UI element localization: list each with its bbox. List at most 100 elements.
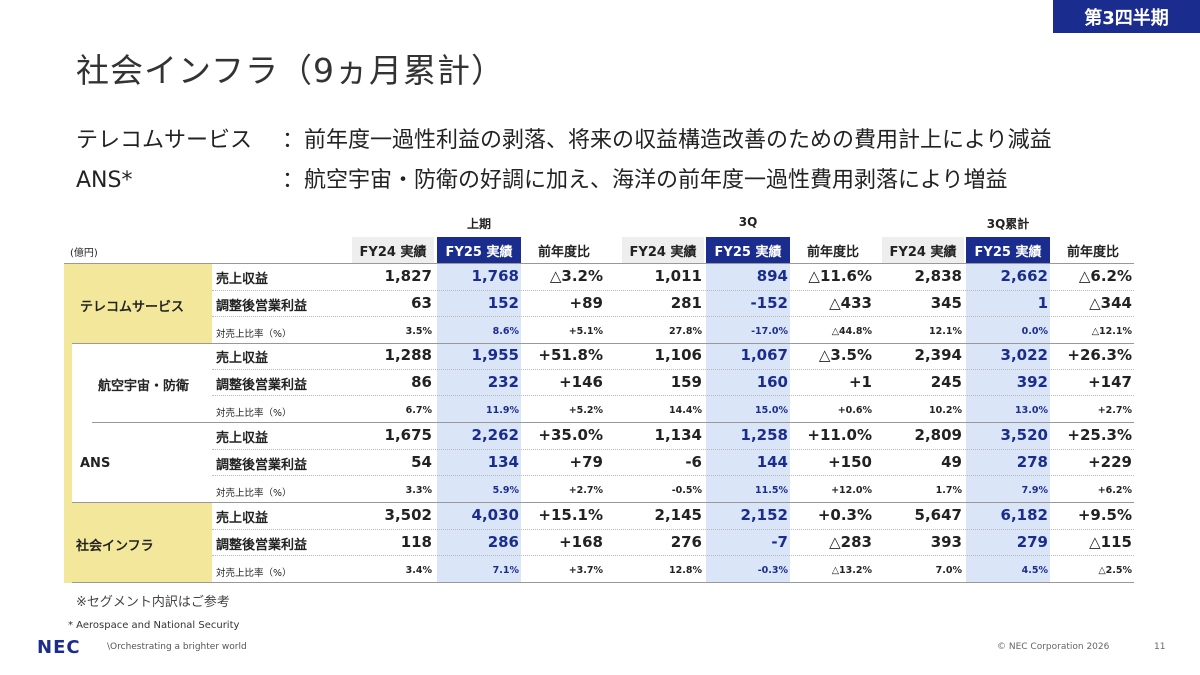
description-text: ：航空宇宙・防衛の好調に加え、海洋の前年度一過性費用剥落により増益 <box>282 168 1008 193</box>
group-header: 上期 <box>466 217 491 231</box>
table-cell: +89 <box>569 293 603 312</box>
table-cell: 27.8% <box>669 326 702 337</box>
segment-divider <box>72 502 1134 503</box>
row-label: 対売上比率（%） <box>216 488 292 499</box>
table-cell: 1,827 <box>384 267 432 285</box>
table-cell: 2,394 <box>914 346 962 364</box>
group-header: 3Q <box>738 215 758 229</box>
row-label: 売上収益 <box>216 431 269 446</box>
row-label: 対売上比率（%） <box>216 568 292 579</box>
table-cell: 3.5% <box>405 326 432 337</box>
table-cell: +150 <box>828 452 872 471</box>
segment-name: テレコムサービス <box>80 300 185 315</box>
row-label: 調整後営業利益 <box>216 537 308 553</box>
table-cell: +5.1% <box>568 326 603 337</box>
table-cell: 6.7% <box>405 405 432 416</box>
table-cell: △11.6% <box>808 267 872 285</box>
table-cell: +2.7% <box>1097 405 1132 416</box>
table-cell: 1,258 <box>740 426 788 444</box>
table-cell: 4,030 <box>471 506 519 524</box>
column-header: FY25 実績 <box>706 237 790 263</box>
table-cell: 3.4% <box>405 565 432 576</box>
row-label: 対売上比率（%） <box>216 329 292 340</box>
table-cell: 63 <box>411 293 432 312</box>
table-cell: -152 <box>750 293 788 312</box>
table-cell: +168 <box>559 532 603 551</box>
row-label: 調整後営業利益 <box>216 377 308 393</box>
row-divider <box>212 475 1134 476</box>
table-cell: 276 <box>670 532 702 551</box>
table-cell: 5,647 <box>914 506 962 524</box>
table-cell: 2,838 <box>914 267 962 285</box>
description-ans: ANS* ：航空宇宙・防衛の好調に加え、海洋の前年度一過性費用剥落により増益 <box>76 162 1008 194</box>
table-cell: 2,262 <box>471 426 519 444</box>
table-cell: 1,768 <box>471 267 519 285</box>
page-title: 社会インフラ（9ヵ月累計） <box>76 51 506 90</box>
table-cell: +146 <box>559 372 603 391</box>
quarter-badge: 第3四半期 <box>1053 0 1200 33</box>
row-divider <box>212 395 1134 396</box>
table-cell: △283 <box>829 532 872 551</box>
row-label: 対売上比率（%） <box>216 408 292 419</box>
segment-divider <box>72 343 1134 344</box>
table-cell: 1,011 <box>654 267 702 285</box>
row-label: 売上収益 <box>216 272 269 287</box>
table-cell: +15.1% <box>538 506 603 524</box>
table-cell: 2,152 <box>740 506 788 524</box>
table-cell: 1,134 <box>654 426 702 444</box>
description-text: ：前年度一過性利益の剥落、将来の収益構造改善のための費用計上により減益 <box>282 128 1052 153</box>
table-cell: -0.5% <box>671 485 702 496</box>
table-cell: +6.2% <box>1097 485 1132 496</box>
table-cell: 2,145 <box>654 506 702 524</box>
table-cell: 1 <box>1037 293 1048 312</box>
description-label: ANS* <box>76 168 133 193</box>
table-cell: 281 <box>670 293 702 312</box>
table-cell: -0.3% <box>757 565 788 576</box>
table-cell: +11.0% <box>807 426 872 444</box>
table-cell: +12.0% <box>831 485 872 496</box>
table-cell: 1.7% <box>935 485 962 496</box>
table-cell: +0.3% <box>817 506 872 524</box>
column-header: FY24 実績 <box>882 237 964 263</box>
segment-band <box>64 264 72 583</box>
column-header: FY25 実績 <box>966 237 1050 263</box>
table-cell: 160 <box>756 372 788 391</box>
column-header: FY24 実績 <box>622 237 704 263</box>
table-cell: +79 <box>569 452 603 471</box>
table-cell: 286 <box>487 532 519 551</box>
table-cell: 118 <box>400 532 432 551</box>
table-cell: +25.3% <box>1067 426 1132 444</box>
row-divider <box>212 448 1134 450</box>
table-cell: 1,675 <box>384 426 432 444</box>
table-cell: +2.7% <box>568 485 603 496</box>
table-cell: △3.2% <box>549 267 603 285</box>
table-cell: 11.5% <box>755 485 788 496</box>
table-cell: 12.8% <box>669 565 702 576</box>
table-cell: 7.1% <box>492 565 519 576</box>
table-cell: +147 <box>1088 372 1132 391</box>
row-label: 売上収益 <box>216 511 269 526</box>
table-cell: 245 <box>930 372 962 391</box>
table-cell: 10.2% <box>929 405 962 416</box>
table-cell: +35.0% <box>538 426 603 444</box>
table-cell: △115 <box>1089 532 1132 551</box>
column-header: FY24 実績 <box>352 237 434 263</box>
table-cell: 1,106 <box>654 346 702 364</box>
segment-name: 社会インフラ <box>76 539 154 554</box>
row-label: 調整後営業利益 <box>216 298 308 314</box>
table-cell: 392 <box>1016 372 1048 391</box>
table-cell: 2,809 <box>914 426 962 444</box>
table-cell: -17.0% <box>751 326 788 337</box>
table-cell: +5.2% <box>568 405 603 416</box>
table-cell: 15.0% <box>755 405 788 416</box>
segment-name: 航空宇宙・防衛 <box>98 379 190 394</box>
table-cell: +3.7% <box>568 565 603 576</box>
table-cell: 279 <box>1016 532 1048 551</box>
table-cell: 13.0% <box>1015 405 1048 416</box>
table-cell: △12.1% <box>1091 326 1132 337</box>
table-cell: 7.0% <box>935 565 962 576</box>
table-cell: 8.6% <box>492 326 519 337</box>
table-cell: △3.5% <box>818 346 872 364</box>
table-cell: 12.1% <box>929 326 962 337</box>
column-header: 前年度比 <box>1052 237 1134 263</box>
